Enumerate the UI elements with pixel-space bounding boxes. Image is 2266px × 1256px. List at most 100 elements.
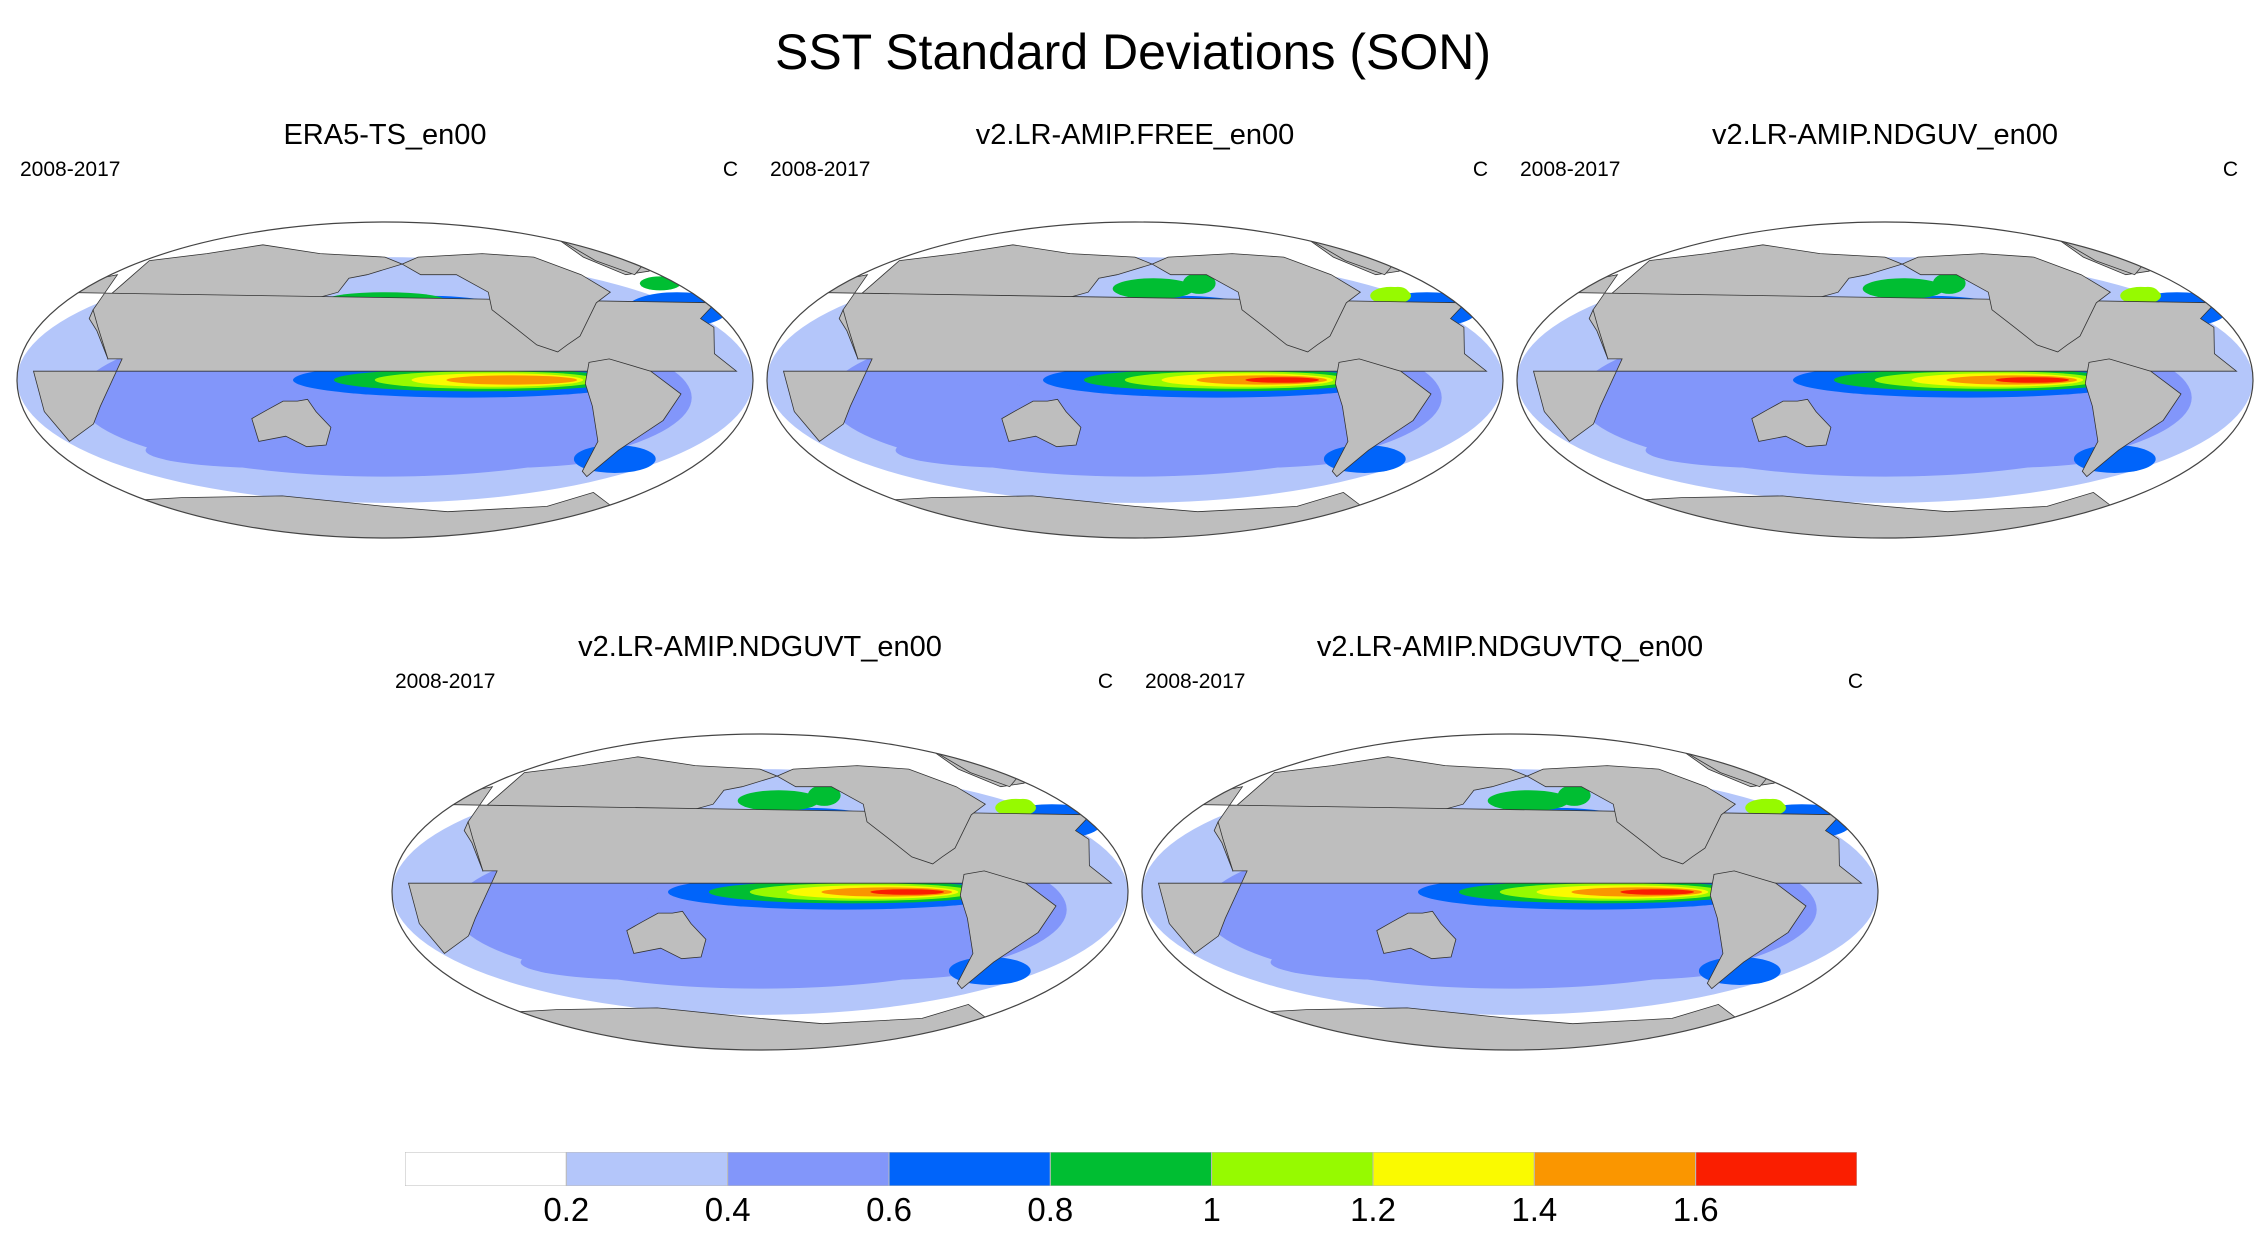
colorbar-tick-label: 0.6 [866, 1191, 912, 1228]
colorbar-tick-label: 1.2 [1350, 1191, 1396, 1228]
land-north_america [1901, 253, 2112, 353]
panel-units: C [1847, 670, 1863, 693]
sst-contour-blob [1620, 889, 1694, 895]
sst-contour-blob [1012, 798, 1034, 810]
map-canvas [16, 221, 754, 539]
map-panel-ndguvtq: v2.LR-AMIP.NDGUVTQ_en00 2008-2017 C [1139, 630, 1881, 1100]
land-north_america [1526, 765, 1737, 865]
land-north_america [1151, 253, 1362, 353]
panel-period: 2008-2017 [1520, 158, 1621, 181]
land-south_america [2081, 358, 2182, 478]
map-border [391, 733, 1129, 1051]
sst-contour-blob [1182, 272, 1216, 294]
land-australia [626, 910, 707, 960]
figure-title: SST Standard Deviations (SON) [774, 24, 1492, 80]
panel-units: C [2222, 158, 2238, 181]
sst-contour-blob [1557, 784, 1591, 806]
map-panel-free: v2.LR-AMIP.FREE_en00 2008-2017 C [764, 118, 1506, 588]
map-border [1141, 733, 1879, 1051]
sst-contour-blob [1879, 432, 2125, 468]
map-panel-era5: ERA5-TS_en00 2008-2017 C [14, 118, 756, 588]
colorbar-swatch [1049, 1152, 1213, 1186]
panel-title: ERA5-TS_en00 [283, 119, 487, 151]
sst-contour-blob [754, 944, 1000, 980]
colorbar-swatch [565, 1152, 729, 1186]
sst-contour-blob [1578, 373, 1784, 423]
panel-title: v2.LR-AMIP.NDGUVTQ_en00 [1316, 631, 1704, 663]
land-australia [1001, 398, 1082, 448]
sst-contour-blob [1932, 272, 1966, 294]
colorbar-swatch [1372, 1152, 1535, 1186]
map-border [16, 221, 754, 539]
sst-contour-blob [1270, 944, 1516, 980]
panel-title: v2.LR-AMIP.FREE_en00 [975, 119, 1295, 151]
map-canvas [766, 221, 1504, 539]
map-canvas [391, 733, 1129, 1051]
colorbar-swatch [1533, 1152, 1697, 1186]
sst-contour-blob [78, 373, 284, 423]
sst-contour-blob [1245, 377, 1319, 383]
sst-contour-blob [870, 889, 944, 895]
sst-contour-blob [833, 267, 846, 275]
panel-period: 2008-2017 [1145, 670, 1246, 693]
map-canvas [1141, 733, 1879, 1051]
sst-contour-blob [1995, 377, 2069, 383]
panel-units: C [1472, 158, 1488, 181]
panel-period: 2008-2017 [20, 158, 121, 181]
sst-contour-blob [1645, 432, 1891, 468]
map-panel-ndguv: v2.LR-AMIP.NDGUV_en00 2008-2017 C [1514, 118, 2256, 588]
panel-period: 2008-2017 [395, 670, 496, 693]
land-south_america [1706, 870, 1807, 990]
land-australia [1751, 398, 1832, 448]
map-field [1142, 734, 1878, 1050]
sst-contour-blob [807, 784, 841, 806]
land-australia [251, 398, 332, 448]
land-south_america [956, 870, 1057, 990]
map-canvas [1516, 221, 2254, 539]
colorbar-swatch [1695, 1152, 1857, 1186]
sst-contour-blob [453, 885, 659, 935]
sst-contour-blob [1762, 798, 1784, 810]
land-north_america [401, 253, 612, 353]
sst-contour-blob [450, 786, 463, 794]
sst-contour-blob [737, 790, 820, 812]
sst-contour-blob [379, 432, 625, 468]
sst-contour-blob [1862, 278, 1945, 300]
colorbar-tick-label: 0.8 [1027, 1191, 1074, 1228]
sst-contour-blob [1504, 944, 1750, 980]
sst-contour-blob [895, 432, 1141, 468]
sst-contour-blob [1112, 278, 1195, 300]
land-south_america [1331, 358, 1432, 478]
colorbar-swatch [727, 1152, 890, 1186]
sst-contour-blob [1583, 267, 1596, 275]
map-border [1516, 221, 2254, 539]
map-border [766, 221, 1504, 539]
panel-period: 2008-2017 [770, 158, 871, 181]
panel-title: v2.LR-AMIP.NDGUVT_en00 [578, 631, 942, 663]
sst-contour-blob [1203, 885, 1409, 935]
sst-contour-blob [828, 373, 1034, 423]
panel-units: C [1097, 670, 1113, 693]
colorbar [405, 1152, 1857, 1186]
sst-contour-blob [495, 377, 569, 383]
land-north_america [776, 765, 987, 865]
colorbar-swatch [1211, 1152, 1374, 1186]
sst-contour-blob [1387, 286, 1409, 298]
colorbar-tick-label: 1 [1202, 1191, 1221, 1228]
sst-contour-blob [520, 944, 766, 980]
colorbar-tick-label: 0.4 [704, 1191, 751, 1228]
sst-contour-blob [1487, 790, 1570, 812]
land-south_america [581, 358, 682, 478]
map-field [17, 222, 753, 538]
colorbar-tick-label: 1.6 [1672, 1191, 1719, 1228]
map-field [767, 222, 1503, 538]
map-panel-ndguvt: v2.LR-AMIP.NDGUVT_en00 2008-2017 C [389, 630, 1131, 1100]
panel-units: C [722, 158, 738, 181]
land-australia [1376, 910, 1457, 960]
sst-contour-blob [145, 432, 391, 468]
colorbar-tick-label: 1.4 [1511, 1191, 1558, 1228]
colorbar-swatch [888, 1152, 1051, 1186]
sst-contour-blob [1129, 432, 1375, 468]
sst-contour-blob [1200, 786, 1213, 794]
colorbar-tick-label: 0.2 [543, 1191, 590, 1228]
